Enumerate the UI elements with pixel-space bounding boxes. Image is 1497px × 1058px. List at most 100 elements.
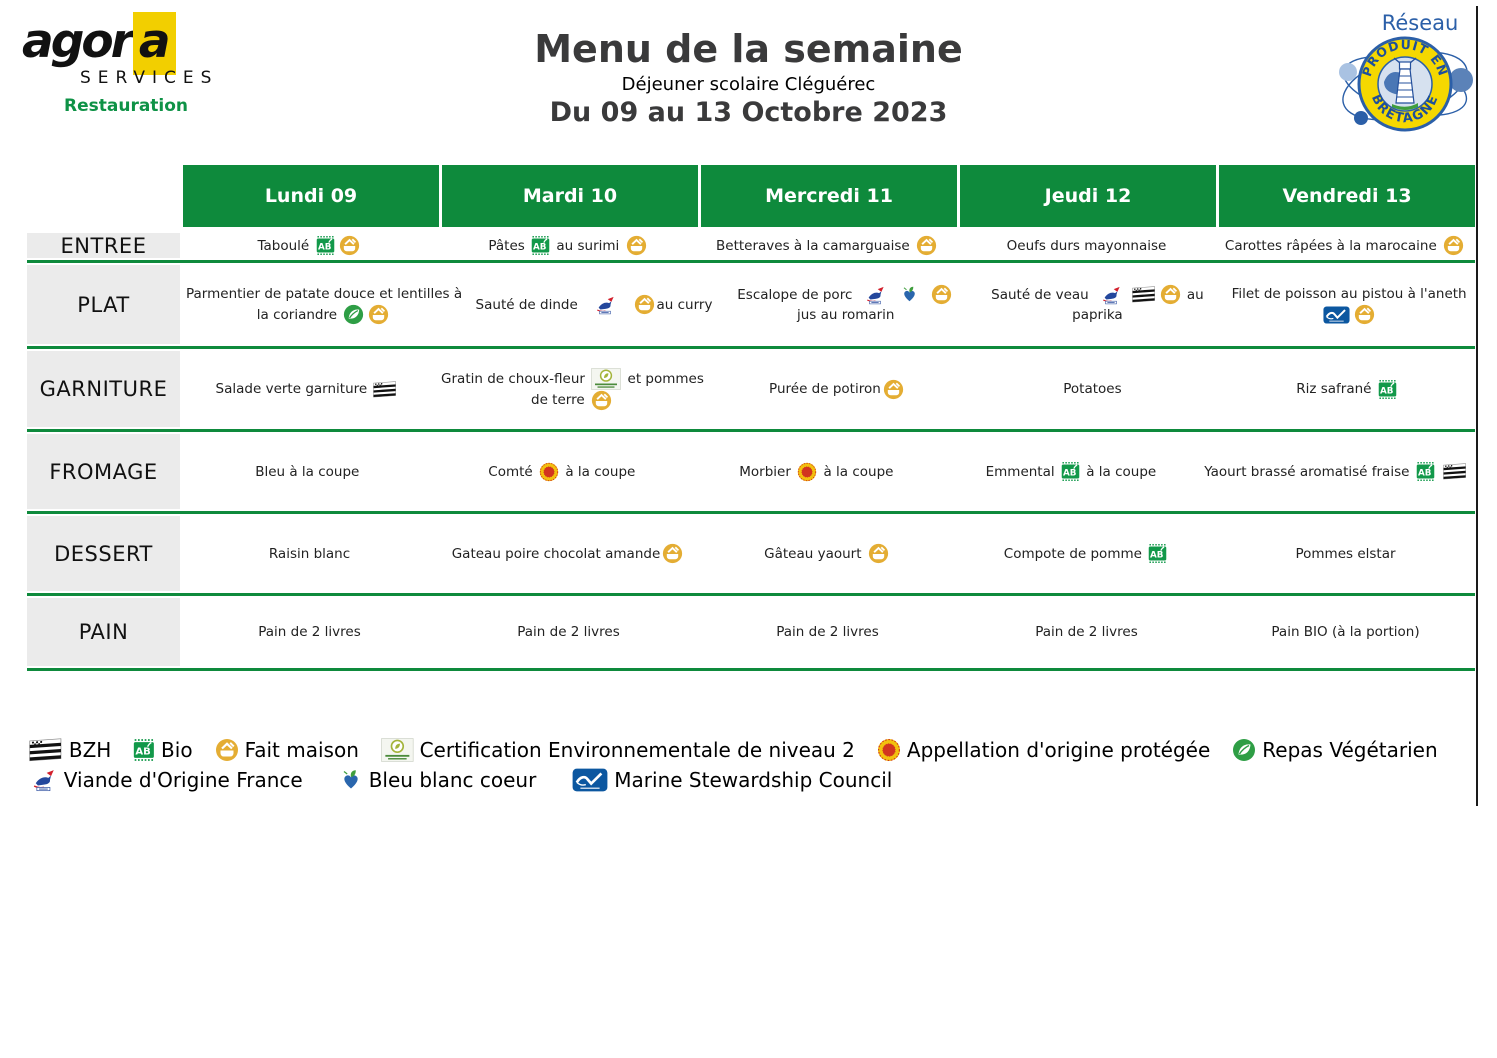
menu-cell: Carottes râpées à la marocaine xyxy=(1216,231,1475,260)
bio-icon: AB xyxy=(1148,543,1167,564)
legend-label: Bleu blanc coeur xyxy=(368,768,537,792)
menu-item-text: Gâteau yaourt xyxy=(764,545,866,562)
legend-label: Appellation d'origine protégée xyxy=(906,738,1211,762)
menu-cell: Riz safrané AB xyxy=(1220,349,1475,429)
menu-cell: Parmentier de patate douce et lentilles … xyxy=(180,263,468,346)
legend-label: Bio xyxy=(161,738,193,762)
menu-cell: Taboulé AB xyxy=(180,231,439,260)
menu-cell-line: Pain de 2 livres xyxy=(258,622,361,642)
menu-cell-line: Morbier à la coupe xyxy=(739,462,893,482)
day-header-5: Vendredi 13 xyxy=(1219,165,1475,227)
menu-cell-line: Bleu à la coupe xyxy=(255,462,359,482)
menu-cell: Pain de 2 livres xyxy=(957,596,1216,668)
menu-row-dessert: DESSERT Raisin blanc Gateau poire chocolat… xyxy=(27,514,1475,596)
menu-table: Lundi 09 Mardi 10 Mercredi 11 Jeudi 12 Vendr… xyxy=(27,165,1475,671)
day-header-4: Jeudi 12 xyxy=(960,165,1216,227)
menu-cell: Pâtes AB au surimi xyxy=(439,231,698,260)
menu-item-text: à la coupe xyxy=(819,463,894,480)
agora-wordmark: agor a xyxy=(22,12,242,75)
legend-item-bio: AB Bio xyxy=(131,738,193,762)
aop-icon xyxy=(797,462,817,482)
legend-label: Repas Végétarien xyxy=(1262,738,1438,762)
svg-text:AB: AB xyxy=(1063,469,1077,479)
menu-cell-line: Pain BIO (à la portion) xyxy=(1271,622,1419,642)
menu-cell: Oeufs durs mayonnaise xyxy=(957,231,1216,260)
bio-icon: AB xyxy=(531,235,550,256)
menu-cell: Filet de poisson au pistou à l'aneth xyxy=(1223,263,1475,346)
menu-table-body: ENTREE Taboulé AB Pâtes AB au surimi Bette… xyxy=(27,231,1475,671)
page-title: Menu de la semaine xyxy=(534,27,963,71)
menu-cell-line: Gâteau yaourt xyxy=(764,543,891,564)
bbc-icon xyxy=(339,768,363,792)
menu-cell: Bleu à la coupe xyxy=(180,432,435,511)
menu-cell: Gâteau yaourt xyxy=(698,514,957,593)
menu-cell-line: Parmentier de patate douce et lentilles … xyxy=(186,284,462,304)
legend-label: Marine Stewardship Council xyxy=(614,768,893,792)
vof-icon xyxy=(593,295,617,315)
bio-icon: AB xyxy=(133,738,155,762)
menu-item-text: Pâtes xyxy=(488,237,530,254)
menu-row-pain: PAIN Pain de 2 livres Pain de 2 livres Pain… xyxy=(27,596,1475,671)
menu-item-text: paprika xyxy=(1072,307,1123,323)
svg-text:AB: AB xyxy=(1418,469,1432,479)
menu-cell: Pommes elstar xyxy=(1216,514,1475,593)
menu-cell: Purée de potiron xyxy=(710,349,965,429)
menu-cell-line: jus au romarin xyxy=(797,305,895,325)
menu-row-garniture: GARNITURE Salade verte garniture Gratin d… xyxy=(27,349,1475,432)
bio-icon: AB xyxy=(1416,461,1435,482)
menu-cell: Morbier à la coupe xyxy=(689,432,944,511)
menu-cell-line: la coriandre xyxy=(257,304,392,325)
fait-maison-icon xyxy=(1160,284,1181,305)
menu-cell: Salade verte garniture xyxy=(180,349,435,429)
menu-cell: Pain de 2 livres xyxy=(439,596,698,668)
date-range: Du 09 au 13 Octobre 2023 xyxy=(549,97,948,128)
menu-item-text: Compote de pomme xyxy=(1003,545,1147,562)
menu-cell-line: Purée de potiron xyxy=(769,379,906,400)
menu-item-text: au xyxy=(1182,286,1204,303)
legend-label: Fait maison xyxy=(244,738,359,762)
menu-cell-line: Sauté de veau au xyxy=(991,284,1204,305)
day-header-spacer xyxy=(27,165,180,227)
menu-item-text: Purée de potiron xyxy=(769,381,881,397)
page-subtitle: Déjeuner scolaire Cléguérec xyxy=(621,74,876,95)
menu-item-text: Filet de poisson au pistou à l'aneth xyxy=(1231,286,1467,302)
menu-item-text: Comté xyxy=(488,463,538,480)
legend: BZH AB Bio Fait maison Certification Environ… xyxy=(27,738,1467,798)
menu-row-fromage: FROMAGE Bleu à la coupe Comté à la coupe Mo… xyxy=(27,432,1475,514)
svg-text:AB: AB xyxy=(533,243,547,253)
menu-item-text: la coriandre xyxy=(256,306,342,323)
header-titles: Menu de la semaine Déjeuner scolaire Clé… xyxy=(0,28,1497,128)
menu-cell: Emmental AB à la coupe xyxy=(944,432,1199,511)
legend-label: Viande d'Origine France xyxy=(63,768,303,792)
menu-cell-line: Betteraves à la camarguaise xyxy=(716,235,939,256)
legend-label: Certification Environnementale de niveau… xyxy=(419,738,855,762)
menu-cell-line: Pâtes AB au surimi xyxy=(488,235,648,256)
legend-label: BZH xyxy=(68,738,112,762)
svg-text:AB: AB xyxy=(318,243,332,253)
row-label: PAIN xyxy=(27,598,180,666)
menu-cell-line: Gateau poire chocolat amande xyxy=(452,543,686,564)
menu-item-text: à la coupe xyxy=(1081,463,1157,480)
legend-item-ce2: Certification Environnementale de niveau… xyxy=(379,738,855,762)
menu-item-text xyxy=(1437,462,1441,482)
menu-item-text: Riz safrané xyxy=(1296,381,1376,397)
menu-item-text: Morbier xyxy=(739,463,796,480)
legend-item-bzh: BZH xyxy=(27,738,111,762)
menu-cell: Yaourt brassé aromatisé fraise AB xyxy=(1198,432,1475,511)
bzh-icon xyxy=(29,738,63,762)
menu-item-text: Pain de 2 livres xyxy=(776,624,879,640)
menu-cell-line: Pommes elstar xyxy=(1295,544,1395,564)
fait-maison-icon xyxy=(339,235,360,256)
menu-item-text: Sauté de veau xyxy=(991,286,1098,303)
agora-restauration-label: Restauration xyxy=(64,96,189,116)
menu-item-text: Emmental xyxy=(985,463,1059,480)
svg-text:AB: AB xyxy=(136,747,151,758)
day-header-1: Lundi 09 xyxy=(183,165,439,227)
menu-item-text: Parmentier de patate douce et lentilles … xyxy=(186,286,463,302)
menu-cell-line: Yaourt brassé aromatisé fraise AB xyxy=(1204,461,1469,482)
menu-cell: Betteraves à la camarguaise xyxy=(698,231,957,260)
vof-icon xyxy=(29,768,58,792)
vegetarien-icon xyxy=(343,304,364,325)
svg-text:Réseau: Réseau xyxy=(1382,11,1459,35)
